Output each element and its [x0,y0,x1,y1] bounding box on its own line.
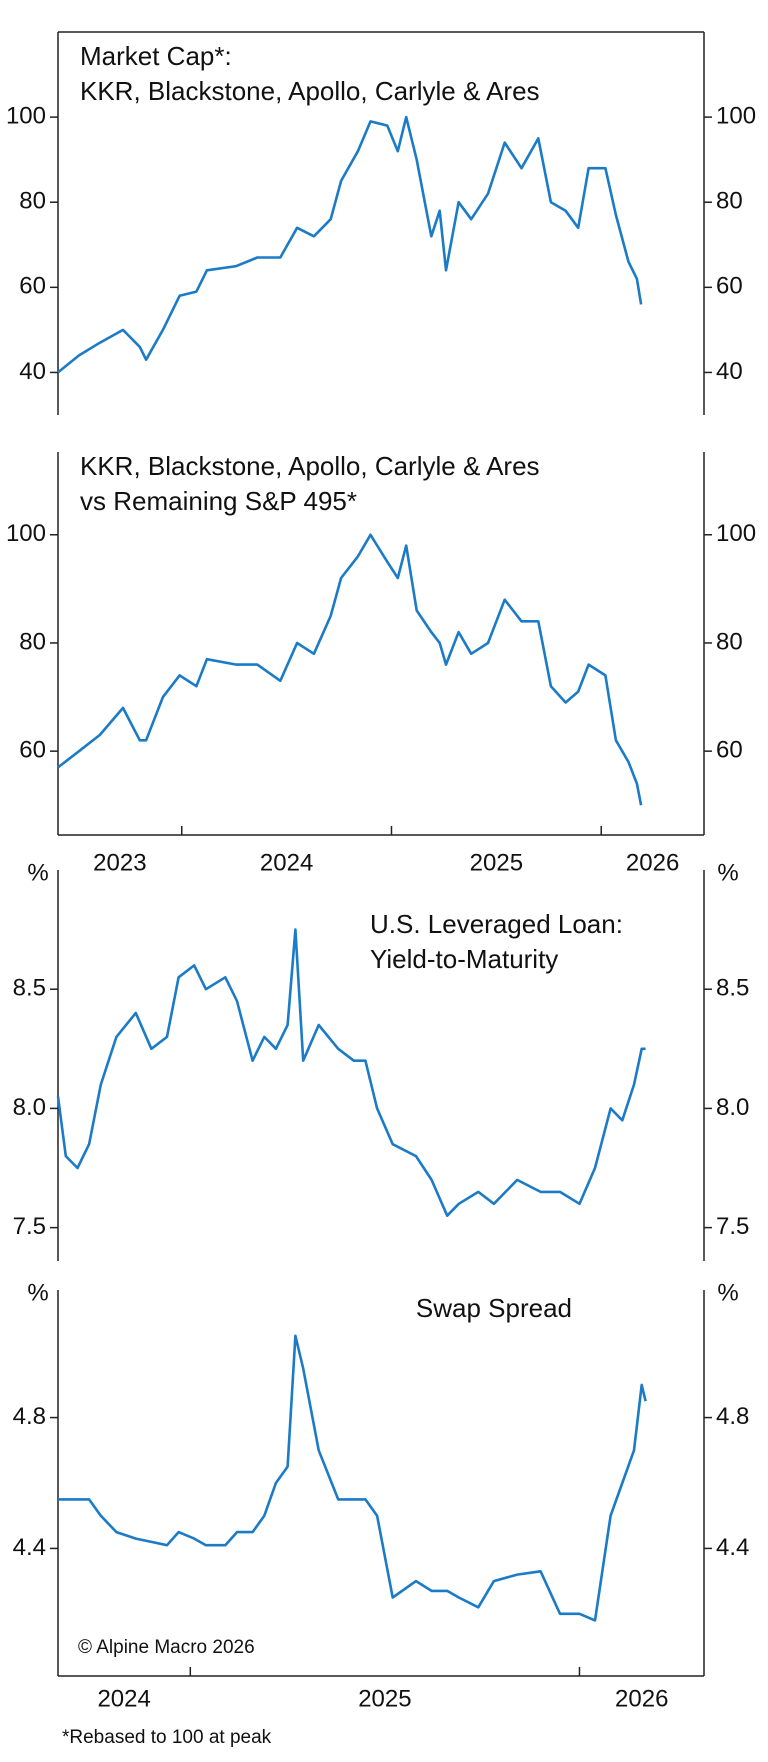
y2-unit: % [717,859,738,886]
panel-title: U.S. Leveraged Loan: [370,909,623,939]
y2-tick-label: 7.5 [716,1213,749,1240]
data-line [57,533,643,806]
footnote: *Rebased to 100 at peak [62,1727,272,1748]
y2-tick-label: 8.5 [716,975,749,1002]
y2-tick-label: 40 [716,358,743,385]
y-unit: % [27,859,48,886]
y2-tick-label: 60 [716,273,743,300]
x-tick-label: 2025 [470,849,523,876]
panel-title: Yield-to-Maturity [370,944,558,974]
y-tick-label: 8.5 [13,975,46,1002]
data-line [56,928,646,1217]
y-tick-label: 60 [19,273,46,300]
y2-tick-label: 8.0 [716,1094,749,1121]
x-tick-label: 2024 [97,1685,150,1712]
y-tick-label: 60 [19,736,46,763]
y-tick-label: 100 [6,520,46,547]
y-tick-label: 4.4 [13,1534,46,1561]
y-unit: % [27,1279,48,1306]
data-line [58,1334,647,1622]
y-tick-label: 40 [19,358,46,385]
x-tick-label: 2026 [626,849,679,876]
x-tick-label: 2024 [260,849,313,876]
y2-tick-label: 4.8 [716,1403,749,1430]
y-tick-label: 100 [6,102,46,129]
annotation: © Alpine Macro 2026 [78,1637,255,1658]
y2-tick-label: 80 [716,628,743,655]
y2-unit: % [717,1279,738,1306]
x-tick-label: 2026 [615,1685,668,1712]
y-tick-label: 8.0 [13,1094,46,1121]
y2-tick-label: 60 [716,736,743,763]
panel-title: vs Remaining S&P 495* [80,486,357,516]
y-tick-label: 80 [19,188,46,215]
x-tick-label: 2025 [358,1685,411,1712]
panel-title: KKR, Blackstone, Apollo, Carlyle & Ares [80,76,540,106]
y2-tick-label: 100 [716,520,756,547]
panel-title: Market Cap*: [80,41,232,71]
y2-tick-label: 100 [716,102,756,129]
y-tick-label: 7.5 [13,1213,46,1240]
y-tick-label: 4.8 [13,1403,46,1430]
y2-tick-label: 80 [716,188,743,215]
panel-title: KKR, Blackstone, Apollo, Carlyle & Ares [80,451,540,481]
y2-tick-label: 4.4 [716,1534,749,1561]
x-tick-label: 2023 [93,849,146,876]
data-line [57,115,643,374]
panel-title: Swap Spread [416,1293,572,1323]
y-tick-label: 80 [19,628,46,655]
